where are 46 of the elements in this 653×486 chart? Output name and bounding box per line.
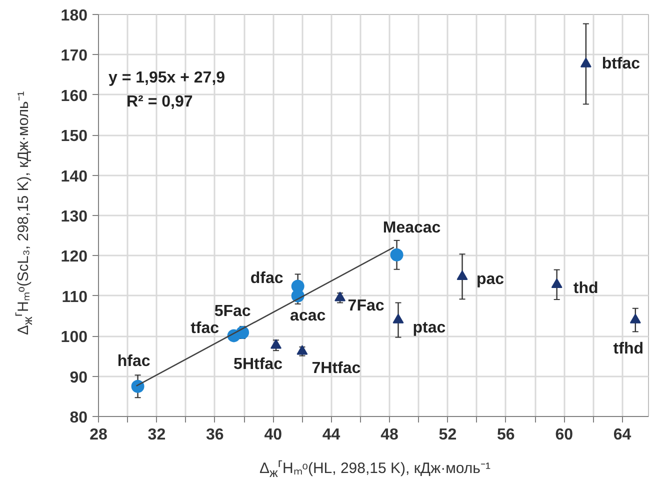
point bbox=[392, 314, 404, 324]
y-tick-label: 100 bbox=[60, 329, 88, 346]
x-tick-label: 40 bbox=[264, 426, 282, 444]
annotation: ptac bbox=[412, 320, 446, 337]
point bbox=[580, 58, 592, 68]
x-tick-label: 36 bbox=[206, 426, 224, 444]
y-tick-label: 180 bbox=[60, 8, 88, 24]
annotation: btfac bbox=[602, 55, 640, 72]
x-axis-title: Δ$_{ж}$$^{г}$Hₘᵒ(HL, 298,15 K), кДж·моль⁻¹ bbox=[260, 455, 490, 482]
annotation: pac bbox=[476, 271, 504, 288]
annotation: tfac bbox=[190, 320, 220, 338]
y-tick-label: 160 bbox=[60, 88, 88, 105]
x-tick-label: 48 bbox=[380, 426, 399, 444]
annotation: R² = 0,97 bbox=[126, 94, 193, 110]
annotation: 5Fac bbox=[214, 302, 251, 320]
annotation: y = 1,95x + 27,9 bbox=[108, 70, 226, 86]
y-tick-label: 140 bbox=[60, 168, 88, 186]
point bbox=[456, 270, 468, 280]
annotation: thd bbox=[573, 280, 598, 298]
point bbox=[390, 248, 404, 262]
y-tick-label: 110 bbox=[62, 288, 88, 306]
annotation: 5Htfac bbox=[234, 356, 283, 373]
x-tick-label: 28 bbox=[90, 426, 108, 444]
point bbox=[270, 339, 282, 349]
point bbox=[630, 314, 641, 324]
y-tick-label: 130 bbox=[60, 208, 88, 226]
y-tick-label: 80 bbox=[70, 410, 88, 426]
point bbox=[131, 380, 144, 393]
annotation: dfac bbox=[250, 270, 284, 287]
annotation: tfhd bbox=[613, 340, 644, 358]
x-tick-label: 60 bbox=[555, 426, 574, 444]
annotation: 7Fac bbox=[348, 297, 384, 314]
y-tick-label: 120 bbox=[60, 248, 88, 266]
x-tick-label: 64 bbox=[613, 426, 632, 444]
y-tick-label: 90 bbox=[70, 369, 88, 386]
y-tick-label: 150 bbox=[60, 128, 88, 146]
x-tick-label: 32 bbox=[148, 426, 166, 444]
x-tick-label: 44 bbox=[322, 426, 340, 444]
annotation: hfac bbox=[117, 352, 150, 370]
annotation: 7Htfac bbox=[312, 360, 361, 377]
annotation: acac bbox=[290, 307, 326, 324]
y-tick-label: 170 bbox=[60, 48, 88, 65]
x-tick-label: 52 bbox=[438, 426, 457, 444]
annotation: Meacac bbox=[382, 219, 441, 236]
x-tick-label: 56 bbox=[497, 426, 515, 444]
point bbox=[551, 278, 562, 288]
